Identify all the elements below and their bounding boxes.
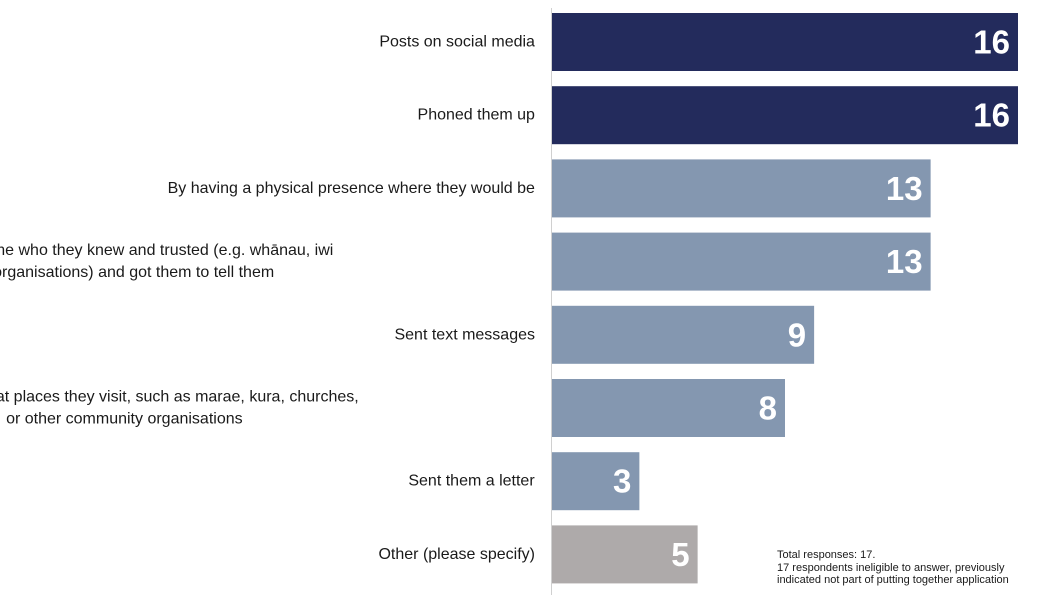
value-label-6: 8 — [759, 390, 777, 427]
bar-1 — [552, 13, 1018, 71]
value-label-8: 5 — [671, 536, 689, 573]
bar-3 — [552, 159, 931, 218]
category-label-line: Other (please specify) — [378, 546, 535, 563]
category-labels-group: Posts on social media Phoned them up By ha… — [0, 34, 535, 563]
bar-6 — [552, 379, 785, 437]
bar-5 — [552, 305, 815, 364]
category-label-8: Other (please specify) — [378, 546, 535, 563]
category-label-5: Sent text messages — [394, 326, 535, 343]
footnote-ineligible: 17 respondents ineligible to answer, pre… — [777, 561, 1005, 574]
category-label-line: Posts on social media — [379, 34, 535, 51]
category-label-3: By having a physical presence where they… — [168, 180, 535, 197]
value-label-5: 9 — [788, 316, 806, 353]
category-label-line: Contacted someone who they knew and trus… — [0, 242, 333, 259]
bar-2 — [552, 86, 1018, 145]
value-label-4: 13 — [886, 243, 923, 280]
category-label-line: or other community organisations — [6, 411, 243, 428]
category-label-line: or Māori organisations) and got them to … — [0, 264, 274, 281]
value-label-7: 3 — [613, 463, 631, 500]
category-label-4: Contacted someone who they knew and trus… — [0, 242, 333, 281]
value-label-3: 13 — [886, 170, 923, 207]
category-label-6: Put up notices at places they visit, suc… — [0, 389, 359, 428]
category-label-7: Sent them a letter — [408, 473, 535, 490]
bar-8 — [552, 525, 698, 584]
bars-group — [552, 13, 1018, 584]
category-label-line: Sent text messages — [394, 326, 535, 343]
category-label-line: Phoned them up — [418, 107, 536, 124]
value-label-2: 16 — [973, 97, 1010, 134]
category-label-line: Sent them a letter — [408, 473, 535, 490]
bar-7 — [552, 452, 640, 511]
bar-4 — [552, 232, 931, 291]
footnote-ineligible-reason: indicated not part of putting together a… — [777, 574, 1009, 586]
value-label-1: 16 — [973, 24, 1010, 61]
footnote-total-responses: Total responses: 17. — [777, 549, 876, 561]
category-label-1: Posts on social media — [379, 34, 535, 51]
category-label-line: Put up notices at places they visit, suc… — [0, 389, 359, 406]
category-label-2: Phoned them up — [418, 107, 536, 124]
value-labels-group: 16 16 13 13 98 3 5 — [613, 24, 1010, 573]
footnote: Total responses: 17. 17 respondents inel… — [777, 549, 1009, 587]
category-label-line: By having a physical presence where they… — [168, 180, 535, 197]
